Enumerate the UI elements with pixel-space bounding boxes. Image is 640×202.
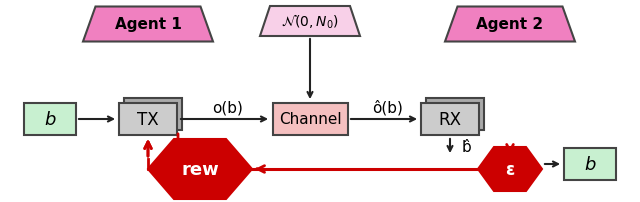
Polygon shape: [148, 139, 252, 199]
Bar: [119, 103, 177, 135]
Text: b̂: b̂: [462, 140, 472, 155]
Bar: [124, 99, 182, 130]
Text: b: b: [44, 110, 56, 128]
Text: b: b: [584, 155, 596, 173]
Bar: [421, 103, 479, 135]
Bar: [564, 148, 616, 180]
Text: Agent 1: Agent 1: [115, 17, 181, 32]
Bar: [426, 99, 484, 130]
Text: Channel: Channel: [278, 112, 341, 127]
Text: ô(b): ô(b): [372, 100, 403, 115]
Bar: [24, 103, 76, 135]
Text: rew: rew: [181, 160, 219, 178]
Polygon shape: [445, 7, 575, 42]
Text: TX: TX: [137, 110, 159, 128]
Polygon shape: [478, 147, 542, 191]
Text: o(b): o(b): [212, 100, 243, 115]
Bar: [273, 103, 348, 135]
Text: ε: ε: [506, 160, 515, 178]
Polygon shape: [260, 7, 360, 37]
Polygon shape: [83, 7, 213, 42]
Text: Agent 2: Agent 2: [476, 17, 543, 32]
Text: $\mathcal{N}(0,N_0)$: $\mathcal{N}(0,N_0)$: [281, 13, 339, 31]
Text: RX: RX: [438, 110, 461, 128]
